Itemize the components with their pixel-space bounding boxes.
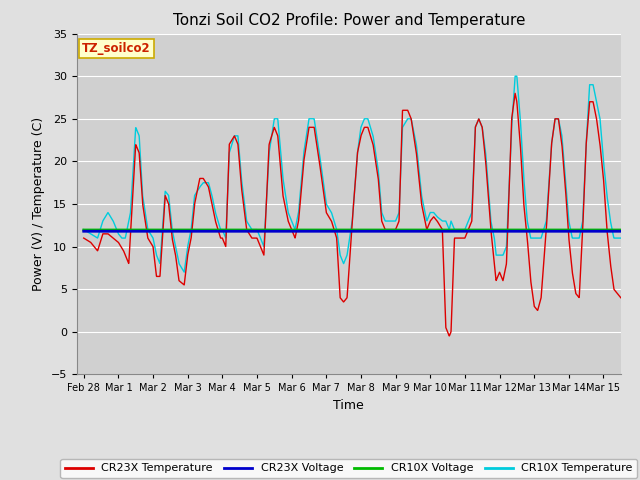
Title: Tonzi Soil CO2 Profile: Power and Temperature: Tonzi Soil CO2 Profile: Power and Temper…: [173, 13, 525, 28]
X-axis label: Time: Time: [333, 399, 364, 412]
Legend: CR23X Temperature, CR23X Voltage, CR10X Voltage, CR10X Temperature: CR23X Temperature, CR23X Voltage, CR10X …: [60, 459, 637, 478]
Y-axis label: Power (V) / Temperature (C): Power (V) / Temperature (C): [32, 117, 45, 291]
Text: TZ_soilco2: TZ_soilco2: [82, 42, 151, 55]
